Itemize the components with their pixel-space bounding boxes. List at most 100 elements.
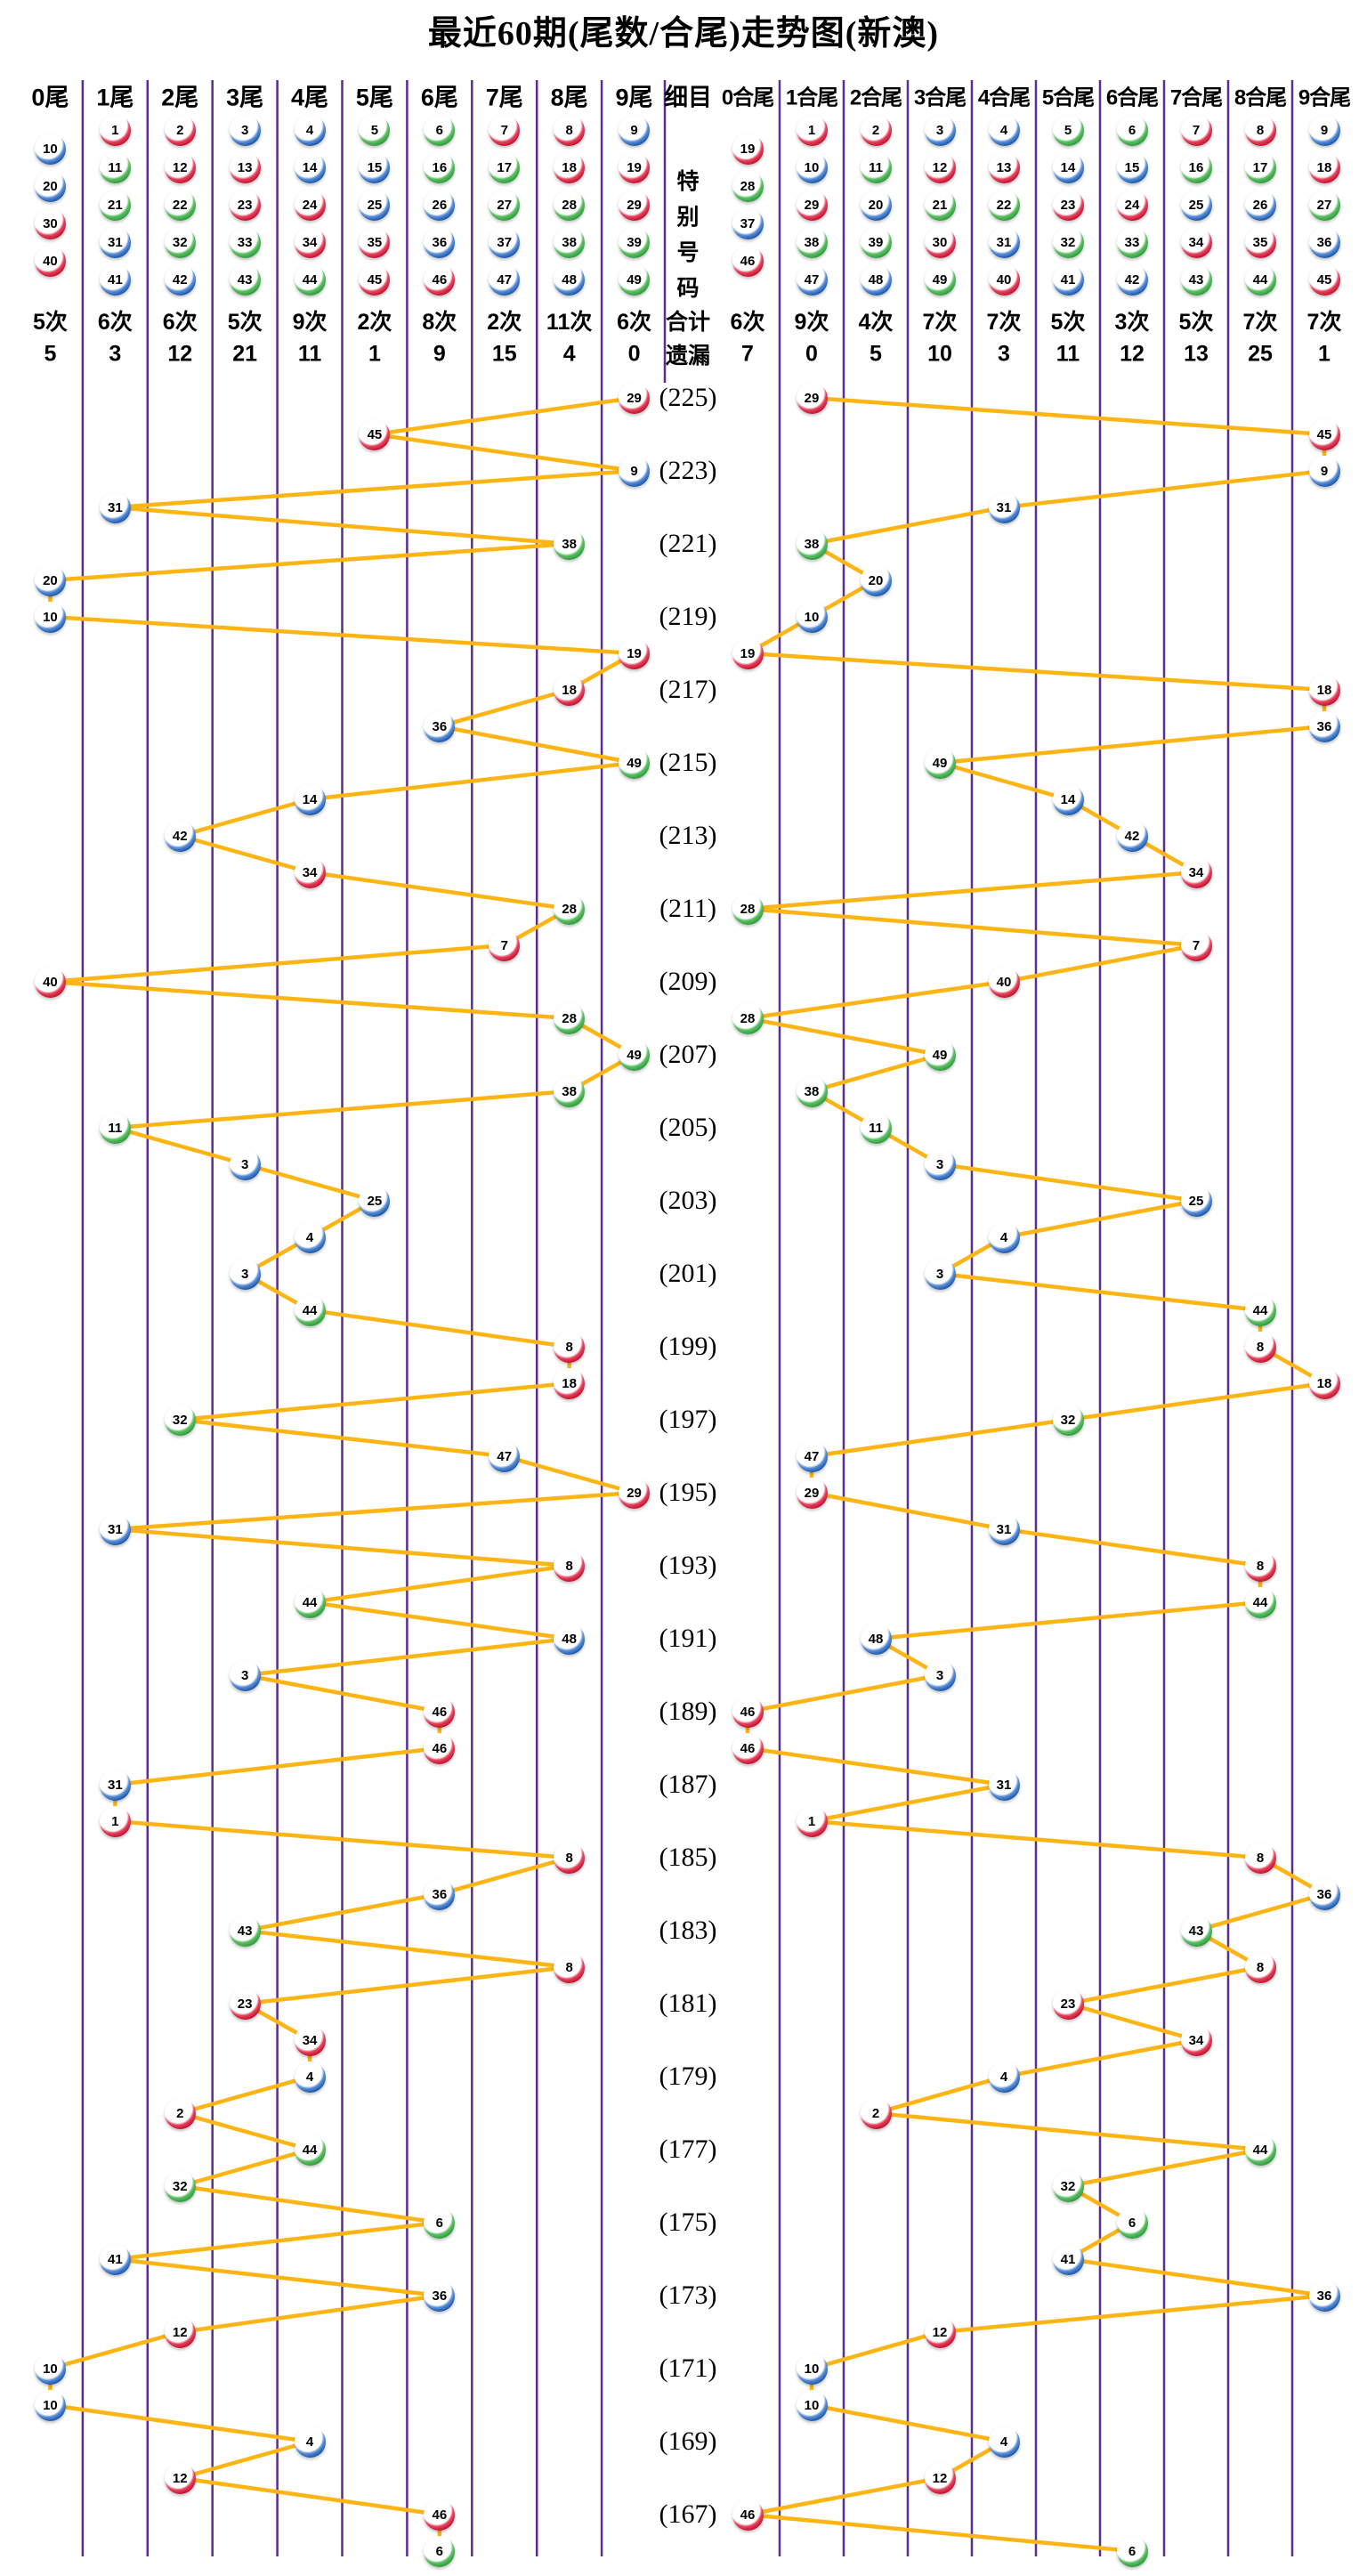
- grid-ball: 3: [924, 114, 956, 146]
- special-number-label-char: 码: [676, 276, 700, 301]
- chart-ball-sumtail: 11: [860, 1112, 892, 1144]
- grid-ball: 32: [1052, 226, 1084, 258]
- chart-ball-tail: 23: [229, 1988, 261, 2020]
- period-label: (177): [659, 2135, 717, 2164]
- tail-trend-line: [48, 395, 642, 2551]
- grid-ball: 37: [732, 207, 764, 239]
- chart-ball-sumtail: 8: [1244, 1550, 1276, 1582]
- chart-ball-tail: 18: [554, 1367, 586, 1399]
- period-label: (199): [659, 1332, 717, 1361]
- grid-ball: 44: [1244, 263, 1276, 296]
- chart-ball-sumtail: 6: [1116, 2207, 1148, 2239]
- grid-ball: 26: [1244, 189, 1276, 221]
- grid-ball: 24: [294, 189, 326, 221]
- grid-ball: 48: [554, 263, 586, 296]
- tail-count: 11次: [546, 310, 593, 335]
- chart-ball-tail: 19: [619, 637, 651, 669]
- chart-ball-tail: 29: [619, 1477, 651, 1509]
- grid-ball: 38: [554, 226, 586, 258]
- period-label: (185): [659, 1843, 717, 1872]
- grid-ball: 36: [424, 226, 456, 258]
- chart-ball-tail: 32: [164, 1404, 196, 1436]
- sumtail-count: 3次: [1114, 310, 1150, 335]
- chart-ball-sumtail: 4: [988, 1221, 1020, 1253]
- grid-ball: 33: [1116, 226, 1148, 258]
- grid-ball: 1: [99, 114, 131, 146]
- chart-ball-tail: 31: [99, 1769, 131, 1801]
- chart-ball-tail: 49: [619, 1039, 651, 1071]
- tail-miss: 15: [491, 341, 517, 367]
- tail-miss: 1: [368, 341, 381, 367]
- chart-ball-tail: 8: [554, 1331, 586, 1363]
- chart-ball-sumtail: 44: [1244, 1586, 1276, 1618]
- chart-ball-sumtail: 40: [988, 966, 1020, 998]
- chart-ball-tail: 36: [424, 2280, 456, 2312]
- column-header-sumtail-9: 9合尾: [1298, 85, 1351, 110]
- chart-ball-tail: 20: [34, 564, 66, 596]
- grid-ball: 15: [359, 151, 391, 183]
- period-label: (211): [659, 894, 716, 923]
- grid-ball: 47: [489, 263, 521, 296]
- grid-ball: 22: [988, 189, 1020, 221]
- grid-ball: 15: [1116, 151, 1148, 183]
- grid-ball: 23: [229, 189, 261, 221]
- period-label: (209): [659, 967, 717, 996]
- column-header-tail-1: 1尾: [96, 84, 134, 111]
- grid-ball: 5: [1052, 114, 1084, 146]
- tail-miss: 11: [297, 341, 322, 367]
- chart-ball-sumtail: 29: [796, 382, 828, 414]
- chart-ball-sumtail: 18: [1308, 674, 1340, 706]
- grid-ball: 12: [164, 151, 196, 183]
- chart-ball-tail: 10: [34, 601, 66, 633]
- chart-ball-tail: 6: [424, 2535, 456, 2567]
- grid-ball: 13: [229, 151, 261, 183]
- grid-ball: 25: [359, 189, 391, 221]
- chart-ball-sumtail: 10: [796, 2353, 828, 2385]
- grid-ball: 45: [1308, 263, 1340, 296]
- grid-ball: 20: [34, 170, 66, 202]
- chart-ball-sumtail: 18: [1308, 1367, 1340, 1399]
- chart-ball-tail: 46: [424, 2499, 456, 2531]
- grid-ball: 17: [489, 151, 521, 183]
- chart-ball-tail: 40: [34, 966, 66, 998]
- grid-ball: 7: [1180, 114, 1212, 146]
- sumtail-count: 4次: [858, 310, 894, 335]
- period-label: (207): [659, 1040, 717, 1069]
- chart-ball-sumtail: 6: [1116, 2535, 1148, 2567]
- chart-ball-sumtail: 47: [796, 1440, 828, 1472]
- grid-ball: 14: [1052, 151, 1084, 183]
- tail-miss: 21: [232, 341, 258, 367]
- grid-ball: 3: [229, 114, 261, 146]
- chart-ball-tail: 47: [489, 1440, 521, 1472]
- tail-miss: 0: [627, 341, 641, 367]
- column-header-tail-5: 5尾: [355, 84, 393, 111]
- sumtail-count: 7次: [1306, 310, 1342, 335]
- chart-ball-tail: 3: [229, 1258, 261, 1290]
- chart-ball-sumtail: 31: [988, 1513, 1020, 1545]
- period-label: (169): [659, 2426, 717, 2456]
- grid-ball: 47: [796, 263, 828, 296]
- chart-ball-tail: 45: [359, 418, 391, 450]
- chart-ball-tail: 4: [294, 2061, 326, 2093]
- sumtail-count: 6次: [730, 310, 765, 335]
- chart-ball-sumtail: 4: [988, 2426, 1020, 2458]
- column-header-tail-4: 4尾: [291, 84, 329, 111]
- sumtail-miss: 0: [805, 341, 818, 367]
- chart-ball-tail: 2: [164, 2097, 196, 2129]
- chart-ball-sumtail: 14: [1052, 783, 1084, 815]
- grid-ball: 5: [359, 114, 391, 146]
- grid-ball: 27: [489, 189, 521, 221]
- grid-ball: 42: [164, 263, 196, 296]
- chart-ball-tail: 8: [554, 1951, 586, 1983]
- chart-ball-tail: 3: [229, 1148, 261, 1180]
- column-header-sumtail-5: 5合尾: [1041, 85, 1095, 110]
- grid-ball: 34: [1180, 226, 1212, 258]
- grid-ball: 43: [229, 263, 261, 296]
- chart-ball-sumtail: 29: [796, 1477, 828, 1509]
- tail-count: 6次: [97, 310, 133, 335]
- chart-ball-sumtail: 1: [796, 1805, 828, 1837]
- chart-ball-sumtail: 43: [1180, 1915, 1212, 1947]
- grid-ball: 26: [424, 189, 456, 221]
- chart-ball-sumtail: 44: [1244, 2134, 1276, 2166]
- grid-ball: 32: [164, 226, 196, 258]
